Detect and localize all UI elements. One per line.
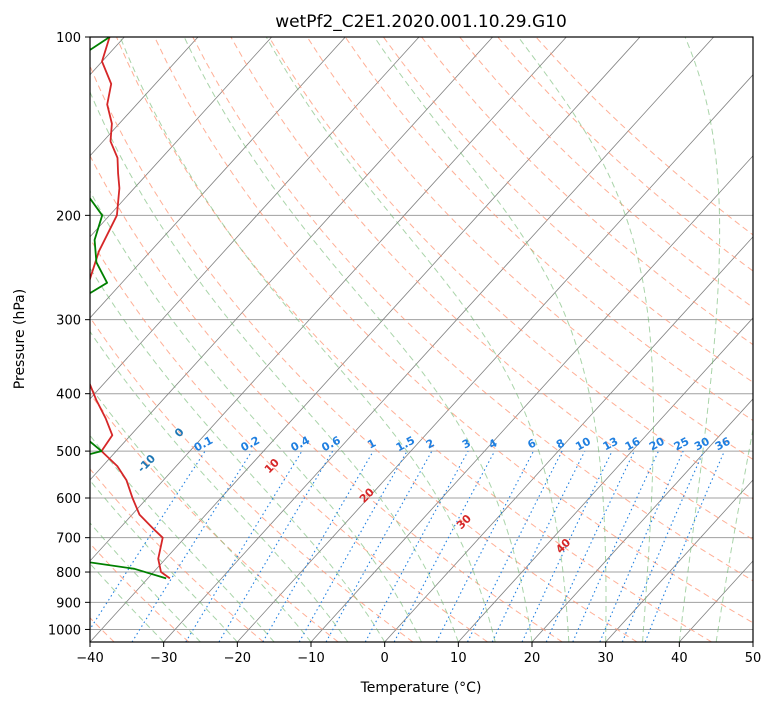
y-axis-label: Pressure (hPa) — [12, 289, 28, 389]
mixing-ratio-line — [521, 450, 613, 642]
x-tick-label: 20 — [524, 651, 541, 666]
plot-area: 0.1 0.2 0.4 0.6 1 1.5 2 3 4 6 8 10 13 16 20 25 30 36 -100… — [90, 37, 753, 642]
moist-adiabats — [90, 37, 753, 642]
dry-adiabat-line — [116, 37, 712, 642]
moist-adiabat-line — [90, 479, 238, 642]
isotherm-line — [90, 37, 567, 562]
mixing-ratio-line — [90, 450, 206, 631]
dry-adiabat-line — [459, 37, 753, 309]
moist-adiabat-line — [90, 385, 312, 642]
mixing-ratio-line — [467, 450, 563, 642]
y-tick-label: 100 — [56, 31, 81, 46]
y-tick-label: 500 — [56, 445, 81, 460]
isotherm-line — [237, 74, 753, 642]
mixing-ratio-label: 25 — [672, 435, 692, 454]
mixing-ratio-label: 16 — [623, 435, 643, 454]
y-tick-label: 1000 — [48, 623, 81, 638]
x-axis-label: Temperature (°C) — [360, 680, 482, 696]
mixing-ratio-line — [218, 450, 334, 642]
y-tick-label: 700 — [56, 532, 81, 547]
isotherm-line — [163, 37, 714, 642]
temperature-line — [90, 37, 171, 580]
dry-adiabat-line — [90, 542, 190, 642]
mixing-ratio-label: 36 — [713, 434, 733, 453]
mixing-ratio-line — [364, 450, 469, 642]
mixing-ratio-label: 30 — [692, 435, 712, 454]
y-tick-label: 300 — [56, 314, 81, 329]
isotherm-line — [90, 37, 346, 319]
y-tick-label: 900 — [56, 596, 81, 611]
moist-adiabat-line — [678, 37, 721, 642]
profile-lines — [90, 37, 171, 580]
isotherm-line — [90, 37, 199, 157]
moist-adiabat-line — [265, 37, 570, 642]
x-tick-label: 50 — [745, 651, 762, 666]
y-tick-label: 200 — [56, 209, 81, 224]
y-axis-ticks: 100 200 300 400 500 600 700 800 900 1000 — [48, 31, 90, 638]
y-tick-label: 800 — [56, 566, 81, 581]
plot-frame — [89, 36, 754, 643]
dry-adiabat-line — [154, 37, 753, 624]
x-tick-label: −10 — [297, 651, 324, 666]
isotherm-line — [531, 398, 753, 642]
mixing-ratio-label: 10 — [573, 435, 593, 454]
dry-adiabat-line — [90, 237, 488, 642]
x-tick-label: 30 — [597, 651, 614, 666]
moist-adiabat-line — [517, 37, 654, 642]
chart-title: wetPf2_C2E1.2020.001.10.29.G10 — [275, 12, 567, 32]
isotherm-line — [90, 37, 272, 238]
isotherm-gridlines — [90, 37, 753, 642]
x-tick-label: 0 — [381, 651, 389, 666]
x-tick-label: 40 — [671, 651, 688, 666]
mixing-ratio-line — [491, 450, 586, 642]
moist-adiabat-line — [90, 330, 349, 642]
isotherm-line — [605, 479, 753, 642]
moist-adiabat-line — [119, 37, 496, 642]
dry-adiabat-line — [192, 37, 753, 582]
y-tick-label: 600 — [56, 492, 81, 507]
x-tick-label: 10 — [450, 651, 467, 666]
moist-adiabat-line — [90, 90, 459, 642]
dry-adiabat-line — [90, 468, 264, 642]
isotherm-line — [458, 317, 753, 642]
dry-adiabats — [90, 37, 753, 642]
mixing-ratio-line — [131, 450, 253, 642]
isotherm-line — [90, 37, 641, 642]
mixing-ratio-label: 20 — [647, 435, 667, 454]
dry-adiabat-line — [230, 37, 753, 541]
x-axis-ticks: −40 −30 −20 −10 0 10 20 30 40 50 — [76, 642, 761, 666]
isotherm-line — [90, 37, 493, 481]
moist-adiabat-line — [373, 37, 607, 642]
dry-adiabat-line — [268, 37, 753, 500]
x-tick-label: −40 — [76, 651, 103, 666]
x-tick-label: −30 — [150, 651, 177, 666]
mixing-ratio-line — [262, 450, 374, 642]
dry-adiabat-line — [306, 37, 753, 461]
moist-adiabat-line — [715, 426, 753, 642]
y-tick-label: 400 — [56, 388, 81, 403]
moist-adiabat-line — [90, 434, 275, 642]
mixing-ratio-line — [545, 450, 635, 642]
moist-adiabat-line — [183, 37, 533, 642]
x-tick-label: −20 — [224, 651, 251, 666]
mixing-ratio-label: 13 — [601, 435, 621, 454]
mixing-ratio-line — [393, 450, 496, 642]
dry-adiabat-line — [90, 393, 339, 642]
isotherm-line — [90, 37, 420, 400]
moist-adiabat-line — [90, 267, 386, 642]
dry-adiabat-line — [90, 154, 563, 642]
isotherm-line — [384, 236, 753, 642]
mixing-ratio-line — [185, 450, 303, 642]
